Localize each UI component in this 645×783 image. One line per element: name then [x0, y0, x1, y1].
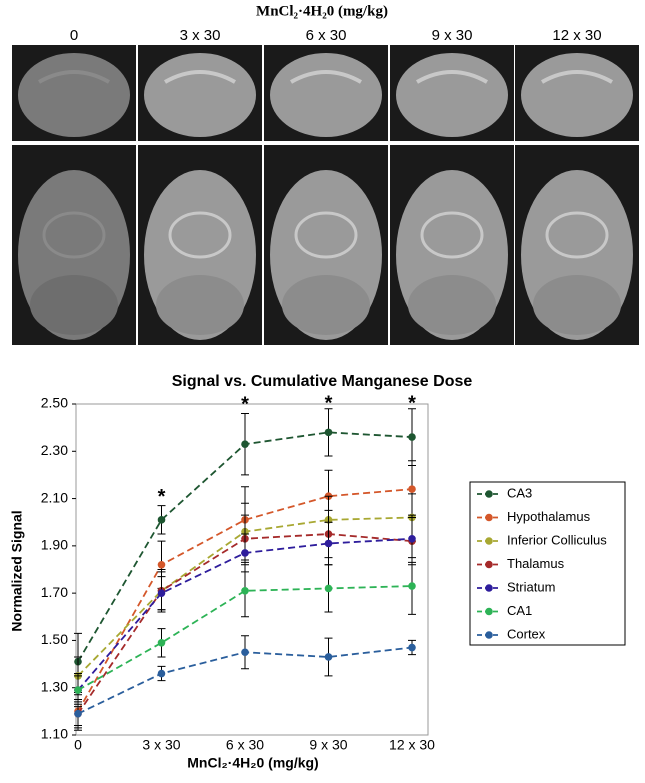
y-tick-label: 2.30: [41, 442, 68, 458]
series-line: [77, 488, 413, 712]
cerebellum: [30, 275, 118, 335]
structure: [545, 211, 609, 259]
structure: [168, 211, 232, 259]
legend-label: CA1: [507, 603, 532, 618]
chart-title: Signal vs. Cumulative Manganese Dose: [172, 373, 473, 390]
y-tick-label: 1.90: [41, 537, 68, 553]
figure-title: MnCl₂·4H₂0 (mg/kg): [256, 3, 388, 19]
column-label: 6 x 30: [306, 27, 347, 44]
data-point: [241, 440, 249, 448]
legend-label: CA3: [507, 485, 532, 500]
y-tick-label: 1.70: [41, 584, 68, 600]
data-point: [157, 638, 166, 647]
data-point: [408, 582, 416, 590]
brain: [18, 53, 130, 137]
column-label: 12 x 30: [552, 27, 601, 44]
data-point: [241, 648, 249, 657]
x-tick-label: 0: [74, 737, 82, 753]
structure: [420, 211, 484, 259]
significance-marker: *: [241, 394, 249, 416]
data-point: [408, 643, 416, 652]
legend-marker: [485, 584, 493, 592]
brain: [144, 53, 256, 137]
legend: [469, 481, 626, 646]
column-label: 9 x 30: [432, 27, 473, 44]
data-point: [324, 539, 333, 548]
data-point: [241, 549, 249, 557]
data-point: [324, 653, 333, 661]
structure: [416, 70, 488, 84]
legend-marker: [485, 607, 493, 616]
data-point: [157, 669, 166, 678]
x-axis-label: MnCl₂·4H₂0 (mg/kg): [187, 755, 318, 771]
cerebellum: [156, 275, 244, 335]
x-tick-label: 12 x 30: [389, 737, 435, 753]
data-point: [74, 686, 82, 694]
cerebellum: [408, 275, 496, 335]
x-tick-label: 3 x 30: [142, 737, 180, 753]
data-point: [324, 584, 333, 593]
data-point: [157, 516, 166, 524]
brain: [270, 53, 382, 137]
cerebellum: [282, 275, 370, 335]
structure: [38, 70, 110, 84]
legend-label: Hypothalamus: [507, 509, 591, 524]
legend-marker: [485, 513, 493, 522]
brain: [396, 53, 508, 137]
y-tick-label: 2.50: [41, 395, 68, 411]
y-axis-label: Normalized Signal: [9, 510, 25, 631]
legend-label: Inferior Colliculus: [507, 532, 607, 547]
structure: [294, 211, 358, 259]
x-tick-label: 9 x 30: [309, 737, 347, 753]
y-tick-label: 1.30: [41, 678, 68, 694]
data-point: [408, 433, 416, 441]
data-point: [74, 709, 82, 718]
legend-label: Thalamus: [507, 556, 565, 571]
legend-label: Cortex: [507, 626, 546, 641]
y-tick-label: 1.50: [41, 631, 68, 647]
data-point: [408, 534, 416, 543]
brain: [521, 53, 633, 137]
structure: [164, 70, 236, 84]
y-tick-label: 1.10: [41, 726, 68, 742]
significance-marker: *: [325, 392, 333, 414]
significance-marker: *: [408, 392, 416, 414]
structure: [541, 70, 613, 84]
data-point: [408, 485, 416, 493]
legend-marker: [485, 537, 493, 545]
plot-area: [75, 403, 429, 736]
y-tick-label: 2.10: [41, 489, 68, 505]
structure: [290, 70, 362, 84]
legend-marker: [485, 560, 493, 569]
data-point: [157, 560, 166, 569]
legend-marker: [485, 631, 493, 639]
data-point: [157, 589, 166, 597]
significance-marker: *: [158, 486, 166, 508]
x-tick-label: 6 x 30: [226, 737, 264, 753]
data-point: [241, 586, 249, 595]
column-label: 0: [70, 27, 78, 44]
cerebellum: [533, 275, 621, 335]
legend-marker: [485, 490, 493, 498]
column-label: 3 x 30: [180, 27, 221, 44]
structure: [42, 211, 106, 259]
legend-label: Striatum: [507, 579, 555, 594]
data-point: [324, 428, 333, 437]
